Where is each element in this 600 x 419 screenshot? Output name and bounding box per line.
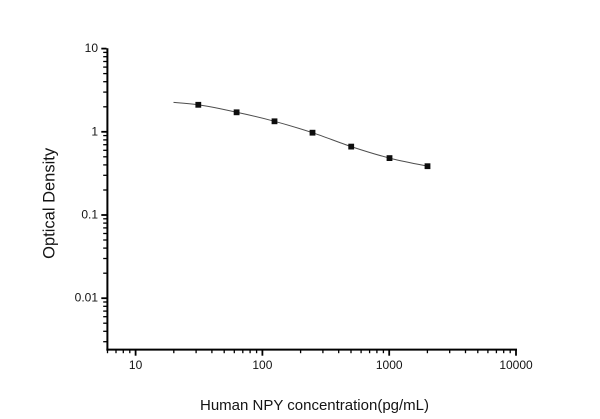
svg-text:0.01: 0.01: [75, 291, 99, 305]
svg-text:10000: 10000: [499, 358, 533, 372]
svg-text:1: 1: [91, 124, 98, 138]
svg-text:Human NPY concentration(pg/mL): Human NPY concentration(pg/mL): [200, 397, 429, 414]
svg-text:1000: 1000: [376, 358, 403, 372]
svg-text:10: 10: [129, 358, 143, 372]
svg-text:Optical Density: Optical Density: [40, 147, 58, 259]
svg-text:0.1: 0.1: [81, 208, 98, 222]
svg-text:10: 10: [85, 41, 99, 55]
svg-text:100: 100: [252, 358, 272, 372]
